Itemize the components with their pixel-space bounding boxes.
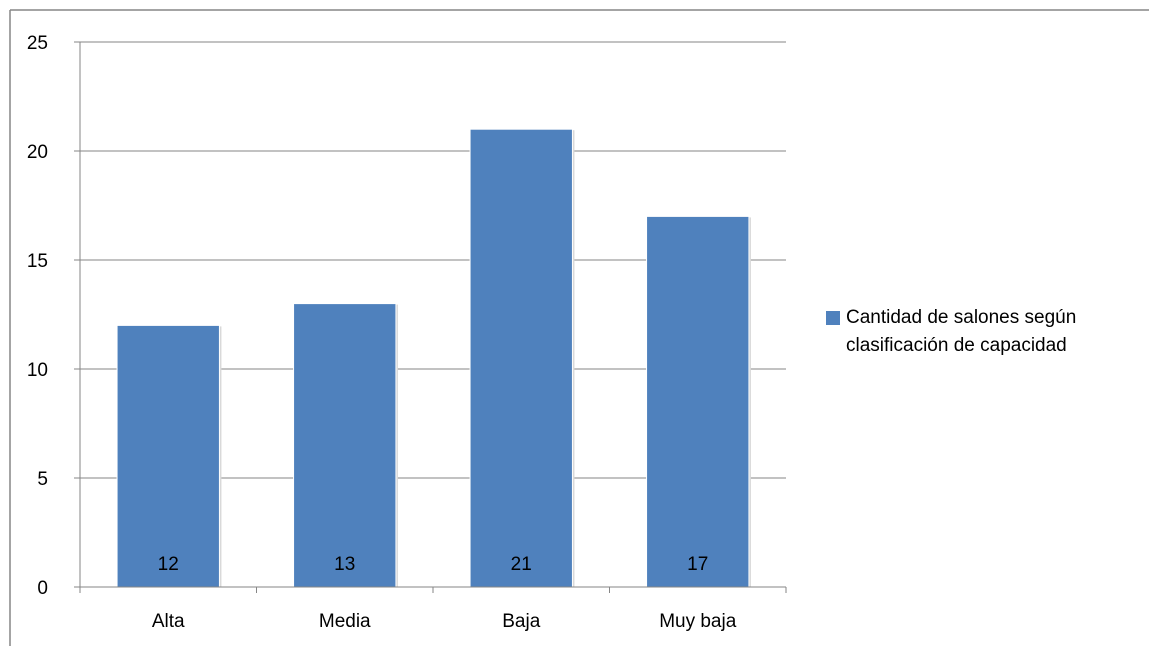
- data-label: 17: [687, 554, 708, 575]
- y-tick-label: 15: [27, 251, 48, 272]
- x-tick-label: Alta: [152, 611, 185, 632]
- bar: [116, 324, 220, 588]
- y-tick-label: 20: [27, 142, 48, 163]
- bar: [469, 128, 573, 588]
- legend-swatch: [826, 311, 840, 325]
- data-label: 12: [158, 554, 179, 575]
- bar: [293, 303, 397, 588]
- y-tick-label: 0: [37, 578, 48, 599]
- x-tick-label: Muy baja: [659, 611, 737, 632]
- x-tick-label: Baja: [502, 611, 540, 632]
- y-tick-label: 25: [27, 33, 48, 54]
- legend-label: Cantidad de salones según clasificación …: [846, 307, 1077, 356]
- y-tick-label: 10: [27, 360, 48, 381]
- data-label: 13: [334, 554, 355, 575]
- legend: Cantidad de salones según clasificación …: [826, 304, 1146, 360]
- data-label: 21: [511, 554, 532, 575]
- bar: [646, 215, 750, 588]
- y-tick-label: 5: [37, 469, 48, 490]
- x-tick-label: Media: [319, 611, 371, 632]
